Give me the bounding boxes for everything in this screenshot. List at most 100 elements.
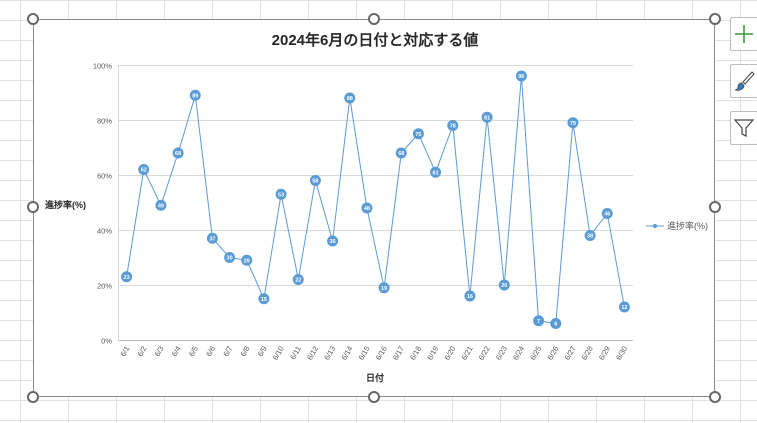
data-label: 20 [501, 283, 507, 289]
data-label: 6 [554, 322, 557, 328]
x-tick-label: 6/15 [357, 345, 372, 362]
x-tick-label: 6/3 [153, 345, 166, 359]
data-point [412, 128, 424, 140]
chart-filters-button[interactable] [730, 111, 757, 145]
resize-handle-middle-left[interactable] [27, 201, 39, 213]
chart-area[interactable]: 2024年6月の日付と対応する値 0% 20% 40% 60% 80% 100% 6/1 6… [33, 19, 715, 397]
data-label: 29 [244, 258, 250, 264]
data-label: 30 [227, 256, 233, 262]
data-point [430, 166, 442, 178]
data-point [309, 175, 321, 186]
resize-handle-middle-right[interactable] [709, 201, 721, 213]
x-tick-label: 6/1 [118, 345, 131, 359]
chart-title: 2024年6月の日付と対応する値 [272, 31, 479, 49]
chart-elements-button[interactable] [730, 17, 757, 51]
chart-svg: 2024年6月の日付と対応する値 0%20%40%60%80%100% 6/1 6… [45, 31, 708, 383]
data-point [464, 290, 476, 302]
x-tick-label: 6/6 [204, 345, 217, 359]
x-tick-label: 6/4 [170, 345, 183, 359]
data-point [533, 315, 545, 327]
x-tick-label: 6/17 [391, 345, 406, 362]
x-tick-label: 6/16 [374, 345, 389, 362]
data-label: 89 [192, 93, 198, 99]
data-point [206, 232, 218, 244]
x-tick-label: 6/7 [221, 345, 234, 359]
x-tick-label: 6/14 [339, 345, 354, 362]
data-label: 62 [141, 168, 147, 174]
data-point [121, 271, 133, 283]
data-point [515, 70, 527, 82]
data-label: 68 [398, 151, 404, 157]
funnel-icon [733, 119, 755, 137]
data-point [275, 188, 287, 200]
data-point [155, 199, 167, 211]
data-label: 58 [312, 179, 318, 185]
x-tick-label: 6/10 [271, 345, 286, 362]
resize-handle-top-center[interactable] [368, 13, 380, 25]
legend-label: 進捗率(%) [667, 220, 708, 231]
x-tick-label: 6/25 [528, 345, 543, 362]
data-label: 79 [570, 121, 576, 127]
y-tick-label: 100% [93, 62, 113, 71]
data-label: 15 [261, 297, 267, 303]
data-label: 81 [484, 115, 490, 121]
legend-marker [653, 224, 657, 228]
x-tick-label: 6/11 [288, 345, 303, 362]
data-point [618, 301, 630, 313]
x-tick-label: 6/27 [563, 345, 578, 362]
data-label: 88 [347, 96, 353, 102]
y-tick-label: 80% [97, 117, 112, 126]
y-tick-label: 40% [97, 227, 112, 236]
x-tick-label: 6/8 [238, 345, 251, 359]
data-label: 68 [175, 151, 181, 157]
data-label: 96 [518, 74, 524, 80]
series-line [126, 75, 625, 325]
data-label: 12 [621, 305, 627, 311]
x-tick-label: 6/18 [408, 345, 423, 362]
data-point [567, 117, 579, 129]
data-point [378, 282, 390, 294]
data-point [601, 208, 613, 219]
data-label: 48 [364, 206, 370, 212]
data-label: 53 [278, 192, 284, 198]
y-tick-label: 60% [97, 172, 112, 181]
x-tick-label: 6/20 [442, 345, 457, 362]
data-point [258, 293, 270, 305]
x-tick-label: 6/2 [135, 345, 148, 359]
data-label: 36 [330, 239, 336, 245]
resize-handle-top-left[interactable] [27, 13, 39, 25]
data-label: 38 [587, 234, 593, 240]
x-axis-label: 日付 [366, 372, 384, 383]
x-tick-label: 6/28 [580, 345, 595, 362]
data-label: 61 [433, 170, 439, 176]
chart-styles-button[interactable] [730, 64, 757, 98]
plus-icon [735, 25, 753, 43]
y-axis-label: 進捗率(%) [45, 199, 86, 210]
x-tick-label: 6/5 [187, 345, 200, 359]
data-point [327, 235, 339, 247]
data-label: 46 [604, 212, 610, 218]
resize-handle-bottom-right[interactable] [709, 391, 721, 403]
x-axis-ticks: 6/1 6/2 6/3 6/4 6/5 6/6 6/7 6/8 6/9 6/10 6/11 6/12 6… [118, 345, 629, 362]
x-tick-label: 6/30 [614, 345, 629, 362]
data-point [550, 318, 562, 329]
data-label: 7 [537, 319, 540, 325]
data-point [498, 279, 510, 291]
x-tick-label: 6/9 [256, 345, 269, 359]
y-axis-ticks: 0% 20% 40% 60% 80% 100% [93, 62, 113, 346]
data-label: 75 [415, 132, 421, 138]
gridlines [118, 65, 633, 341]
legend: 進捗率(%) [646, 220, 708, 231]
data-point [172, 147, 184, 159]
data-label: 78 [450, 124, 456, 130]
paintbrush-icon [734, 71, 755, 91]
x-tick-label: 6/19 [425, 345, 440, 362]
data-label: 37 [209, 236, 215, 242]
resize-handle-bottom-center[interactable] [368, 391, 380, 403]
resize-handle-top-right[interactable] [709, 13, 721, 25]
data-point [447, 120, 459, 131]
resize-handle-bottom-left[interactable] [27, 391, 39, 403]
y-tick-label: 0% [101, 337, 112, 346]
data-label: 19 [381, 286, 387, 292]
